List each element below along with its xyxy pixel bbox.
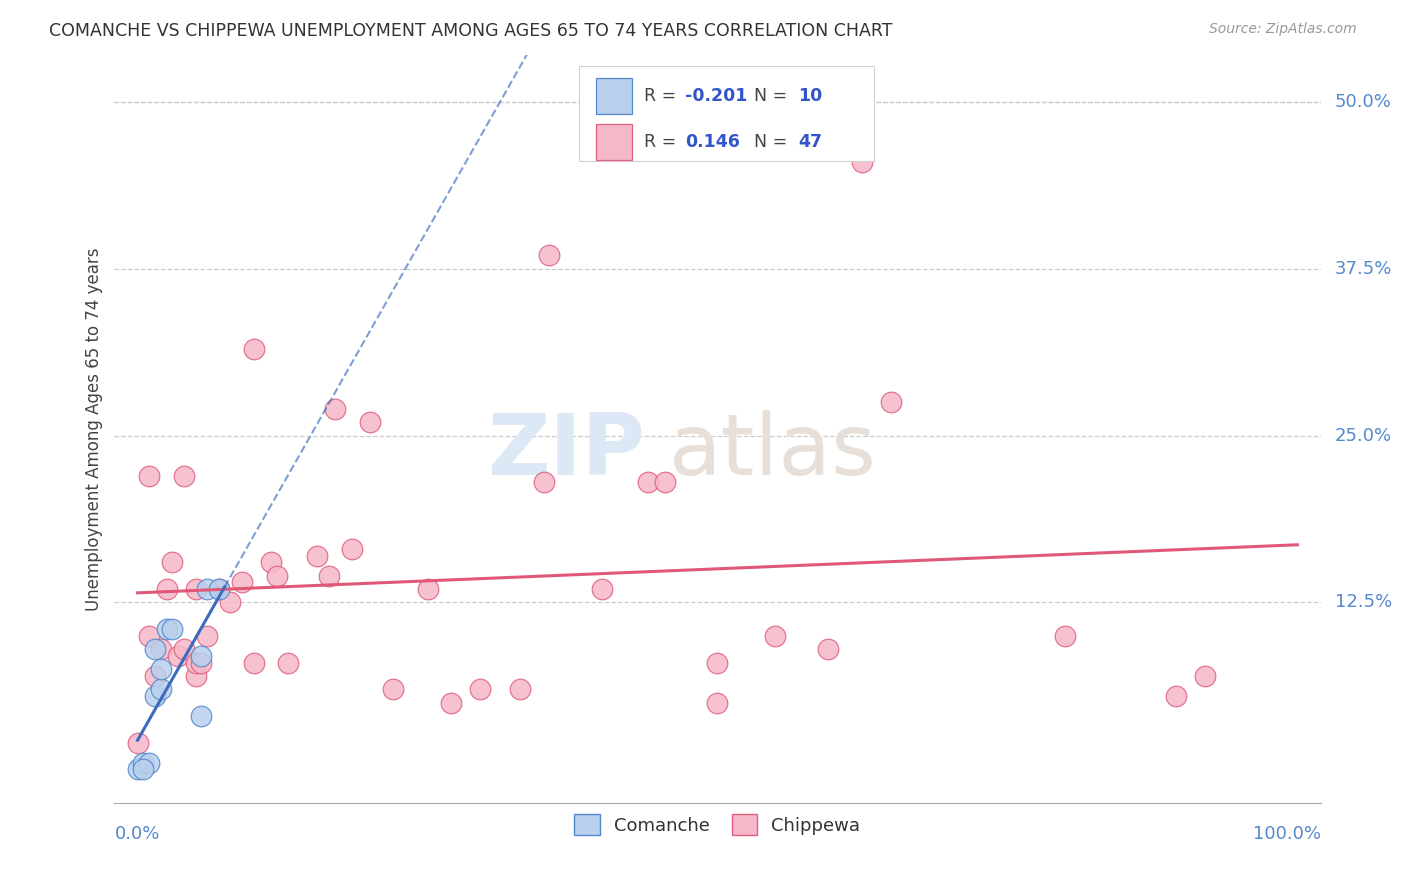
Point	[817, 642, 839, 657]
Text: Source: ZipAtlas.com: Source: ZipAtlas.com	[1209, 22, 1357, 37]
Point	[132, 756, 155, 770]
Point	[359, 415, 381, 429]
Point	[538, 248, 561, 262]
Point	[880, 395, 903, 409]
Text: 100.0%: 100.0%	[1253, 825, 1320, 843]
Point	[533, 475, 555, 490]
Y-axis label: Unemployment Among Ages 65 to 74 years: Unemployment Among Ages 65 to 74 years	[86, 247, 103, 611]
Point	[195, 629, 218, 643]
Point	[162, 622, 184, 636]
Text: 12.5%: 12.5%	[1336, 593, 1392, 612]
Point	[143, 689, 166, 703]
FancyBboxPatch shape	[596, 78, 631, 114]
Point	[127, 736, 149, 750]
Point	[138, 756, 160, 770]
Point	[318, 568, 340, 582]
Point	[260, 556, 283, 570]
Point	[231, 575, 253, 590]
Point	[637, 475, 659, 490]
Text: ZIP: ZIP	[488, 409, 645, 493]
Point	[307, 549, 329, 563]
Point	[184, 669, 207, 683]
Point	[1164, 689, 1187, 703]
Point	[381, 682, 404, 697]
Text: atlas: atlas	[669, 409, 877, 493]
Text: 37.5%: 37.5%	[1336, 260, 1392, 277]
Text: 10: 10	[799, 87, 823, 105]
Point	[155, 622, 177, 636]
Text: 25.0%: 25.0%	[1336, 426, 1392, 444]
Point	[416, 582, 439, 596]
Point	[266, 568, 288, 582]
Point	[219, 595, 242, 609]
Point	[132, 762, 155, 776]
Point	[190, 656, 212, 670]
Point	[173, 642, 195, 657]
Point	[277, 656, 299, 670]
Point	[184, 656, 207, 670]
Text: 0.146: 0.146	[685, 133, 740, 151]
Point	[149, 642, 172, 657]
Point	[190, 709, 212, 723]
Point	[765, 629, 787, 643]
Point	[706, 656, 728, 670]
Point	[851, 155, 873, 169]
Point	[340, 542, 363, 557]
Point	[190, 648, 212, 663]
Point	[195, 582, 218, 596]
Point	[127, 762, 149, 776]
Point	[143, 642, 166, 657]
Point	[440, 696, 463, 710]
Point	[138, 468, 160, 483]
Point	[242, 656, 264, 670]
Point	[208, 582, 231, 596]
Text: R =: R =	[644, 87, 682, 105]
Point	[138, 629, 160, 643]
Point	[149, 662, 172, 676]
Text: 0.0%: 0.0%	[114, 825, 160, 843]
Point	[468, 682, 491, 697]
Text: N =: N =	[742, 87, 793, 105]
FancyBboxPatch shape	[596, 124, 631, 160]
Point	[1194, 669, 1216, 683]
Legend: Comanche, Chippewa: Comanche, Chippewa	[567, 807, 868, 842]
Text: N =: N =	[742, 133, 793, 151]
Point	[155, 582, 177, 596]
Text: 47: 47	[799, 133, 823, 151]
Point	[208, 582, 231, 596]
Text: R =: R =	[644, 133, 682, 151]
Text: -0.201: -0.201	[685, 87, 748, 105]
Text: 50.0%: 50.0%	[1336, 93, 1392, 111]
Point	[509, 682, 531, 697]
FancyBboxPatch shape	[579, 66, 875, 161]
Point	[173, 468, 195, 483]
Point	[143, 669, 166, 683]
Point	[654, 475, 676, 490]
Point	[184, 582, 207, 596]
Point	[167, 648, 190, 663]
Point	[706, 696, 728, 710]
Point	[162, 556, 184, 570]
Point	[591, 582, 613, 596]
Point	[149, 682, 172, 697]
Point	[1054, 629, 1077, 643]
Point	[242, 342, 264, 356]
Text: COMANCHE VS CHIPPEWA UNEMPLOYMENT AMONG AGES 65 TO 74 YEARS CORRELATION CHART: COMANCHE VS CHIPPEWA UNEMPLOYMENT AMONG …	[49, 22, 893, 40]
Point	[323, 401, 346, 416]
